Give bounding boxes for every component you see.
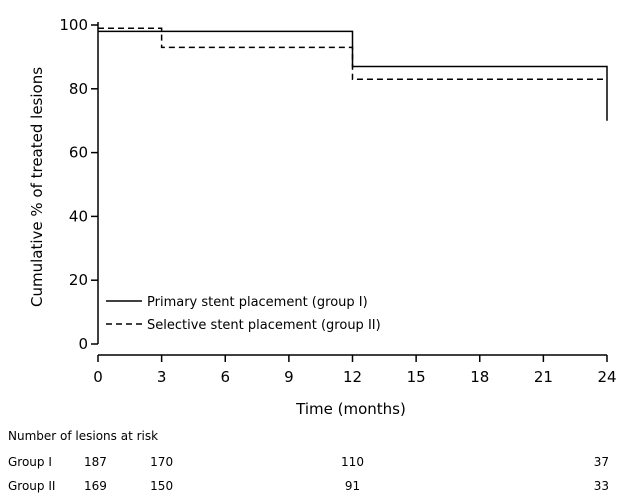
x-tick-label: 6 — [220, 368, 230, 386]
risk-row-label: Group II — [8, 479, 55, 493]
legend: Primary stent placement (group I) Selecti… — [106, 295, 381, 333]
x-tick-label: 24 — [597, 368, 616, 386]
x-tick-label: 15 — [407, 368, 426, 386]
x-tick-label: 3 — [157, 368, 167, 386]
axes: 0 20 40 60 80 100 0 3 6 9 12 15 18 21 24 — [59, 16, 616, 386]
risk-value: 91 — [345, 479, 360, 493]
x-tick-label: 18 — [470, 368, 489, 386]
risk-table-title: Number of lesions at risk — [8, 429, 158, 443]
y-tick-label: 20 — [69, 271, 88, 289]
legend-label-1: Primary stent placement (group I) — [147, 295, 368, 310]
risk-value: 170 — [150, 455, 173, 469]
risk-row-label: Group I — [8, 455, 52, 469]
series-lines — [98, 27, 608, 121]
risk-table: Number of lesions at risk Group I 187 170 11… — [8, 429, 609, 493]
risk-value: 37 — [594, 455, 609, 469]
y-axis-title: Cumulative % of treated lesions — [28, 67, 46, 307]
risk-value: 110 — [341, 455, 364, 469]
risk-value: 150 — [150, 479, 173, 493]
x-tick-label: 9 — [284, 368, 294, 386]
risk-value: 187 — [84, 455, 107, 469]
x-tick-label: 12 — [343, 368, 362, 386]
y-tick-label: 100 — [59, 16, 88, 34]
y-tick-label: 40 — [69, 207, 88, 225]
y-tick-label: 60 — [69, 144, 88, 162]
y-tick-label: 80 — [69, 80, 88, 98]
x-tick-label: 0 — [93, 368, 103, 386]
y-tick-label: 0 — [78, 335, 88, 353]
risk-value: 169 — [84, 479, 107, 493]
legend-label-2: Selective stent placement (group II) — [147, 318, 381, 333]
x-tick-label: 21 — [534, 368, 553, 386]
x-axis-title: Time (months) — [295, 400, 406, 418]
risk-value: 33 — [594, 479, 609, 493]
series-line-2 — [98, 27, 607, 80]
